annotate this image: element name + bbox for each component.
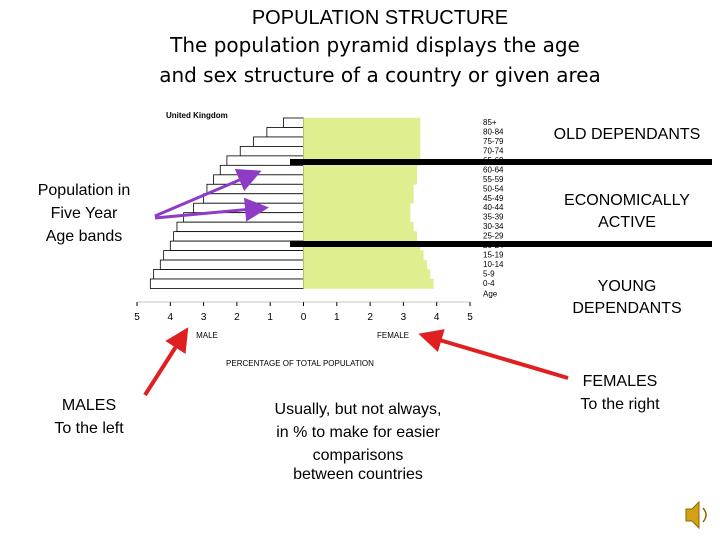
annotation: ACTIVE [598, 214, 656, 231]
annotation: comparisons [313, 447, 404, 464]
female-bar [303, 231, 417, 242]
female-bar [303, 259, 427, 270]
male-bar [203, 193, 304, 204]
male-bar [153, 269, 304, 280]
x-tick-label: 5 [134, 312, 140, 323]
age-label: 70-74 [483, 146, 504, 155]
annotation: To the right [580, 396, 660, 413]
age-label: 10-14 [483, 260, 504, 269]
male-bar [239, 146, 304, 157]
female-bar [303, 250, 424, 261]
annotation: YOUNG [598, 278, 657, 295]
x-tick-label: 4 [434, 312, 440, 323]
x-tick-label: 1 [334, 312, 340, 323]
speaker-icon[interactable] [685, 500, 707, 530]
annotation: MALES [62, 397, 116, 414]
subtitle: The population pyramid displays the age [169, 33, 580, 57]
female-bar [303, 127, 421, 138]
annotation: Population in [38, 182, 131, 199]
male-bar [213, 174, 304, 185]
male-bar [266, 127, 304, 138]
chart-title: United Kingdom [166, 111, 228, 120]
x-tick-label: 1 [267, 312, 273, 323]
male-bar [169, 240, 304, 251]
arrow [154, 169, 262, 218]
age-label: 15-19 [483, 251, 504, 260]
subtitle: and sex structure of a country or given … [159, 63, 601, 87]
age-label: 50-54 [483, 184, 504, 193]
x-tick-label: 2 [234, 312, 240, 323]
age-label: 75-79 [483, 137, 504, 146]
age-axis-label: Age [483, 289, 498, 298]
age-label: 40-44 [483, 203, 504, 212]
arrow [418, 329, 569, 380]
age-label: 60-64 [483, 165, 504, 174]
male-bar [219, 164, 304, 176]
male-bar [163, 250, 304, 261]
annotation: OLD DEPENDANTS [554, 126, 701, 143]
legend-female: FEMALE [377, 331, 409, 340]
x-tick-label: 0 [301, 312, 307, 323]
annotation: ECONOMICALLY [564, 192, 690, 209]
x-tick-label: 2 [367, 312, 373, 323]
annotation: in % to make for easier [276, 424, 440, 441]
age-label: 85+ [483, 118, 497, 127]
female-bar [303, 165, 417, 176]
x-tick-label: 5 [467, 312, 473, 323]
age-label: 30-34 [483, 222, 504, 231]
female-bar [303, 193, 414, 204]
female-bar [303, 278, 434, 289]
x-tick-label: 4 [168, 312, 174, 323]
age-label: 35-39 [483, 213, 504, 222]
female-bar [303, 212, 411, 223]
annotation: Age bands [46, 228, 123, 245]
title: POPULATION STRUCTURE [252, 7, 508, 29]
male-bar [176, 221, 304, 233]
legend-male: MALE [196, 331, 218, 340]
annotation: between countries [293, 466, 423, 483]
male-bar [173, 231, 304, 242]
female-bar [303, 136, 421, 147]
age-label: 80-84 [483, 127, 504, 136]
age-label: 55-59 [483, 175, 504, 184]
arrow [154, 197, 269, 222]
male-bar [159, 259, 304, 270]
age-label: 0-4 [483, 279, 495, 288]
annotation: Five Year [51, 205, 118, 222]
x-tick-label: 3 [201, 312, 207, 323]
female-bar [303, 221, 414, 232]
male-bar [149, 278, 304, 289]
male-bar [283, 117, 304, 128]
male-bar [253, 136, 304, 147]
annotation: Usually, but not always, [275, 401, 442, 418]
female-bar [303, 269, 431, 280]
x-axis-label: PERCENTAGE OF TOTAL POPULATION [226, 359, 374, 368]
annotation: FEMALES [583, 373, 658, 390]
female-bar [303, 146, 421, 157]
female-bar [303, 117, 421, 128]
female-bar [303, 174, 417, 185]
age-label: 45-49 [483, 194, 504, 203]
female-bar [303, 202, 411, 213]
age-label: 5-9 [483, 270, 495, 279]
annotation: To the left [54, 420, 124, 437]
age-label: 25-29 [483, 232, 504, 241]
annotation: DEPENDANTS [572, 300, 681, 317]
female-bar [303, 184, 414, 195]
x-tick-label: 3 [401, 312, 407, 323]
arrow [143, 327, 189, 397]
